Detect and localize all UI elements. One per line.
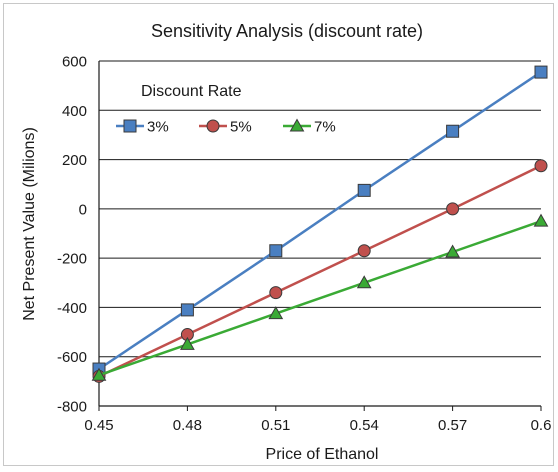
line-chart: Sensitivity Analysis (discount rate) -80… — [21, 21, 551, 463]
series-line-1 — [98, 71, 542, 371]
data-point-series-3 — [180, 336, 195, 350]
y-tick-label: -800 — [57, 399, 87, 416]
data-point-series-3 — [356, 275, 372, 289]
data-point-series-1 — [446, 124, 460, 138]
series-line-2 — [98, 164, 542, 378]
x-tick-label: 0.54 — [350, 417, 379, 434]
axes-layer: -800 -600 -400 -200 0 200 400 600 0.45 0.48 0.51 0.… — [57, 54, 551, 435]
grid-layer — [99, 60, 541, 358]
y-tick-label: 0 — [79, 201, 87, 218]
data-point-series-1 — [180, 303, 194, 317]
data-point-series-2 — [269, 286, 283, 300]
x-tick-label: 0.45 — [84, 417, 113, 434]
y-tick-label: 200 — [62, 152, 87, 169]
chart-title: Sensitivity Analysis (discount rate) — [151, 21, 423, 41]
data-point-series-1 — [269, 244, 283, 258]
y-tick-label: -200 — [57, 251, 87, 268]
y-tick-label: -400 — [57, 300, 87, 317]
legend-label: 5% — [230, 119, 252, 136]
data-point-series-3 — [91, 367, 107, 381]
legend-label: 3% — [147, 119, 169, 136]
y-axis-label: Net Present Value (Milions) — [21, 127, 38, 321]
x-tick-label: 0.51 — [261, 417, 290, 434]
x-tick-label: 0.57 — [438, 417, 467, 434]
legend-marker-3 — [289, 118, 305, 132]
legend-title: Discount Rate — [141, 83, 242, 100]
legend: Discount Rate 3% 5% 7% — [116, 83, 336, 136]
data-point-series-2 — [446, 202, 460, 216]
chart-frame: Sensitivity Analysis (discount rate) -80… — [3, 3, 554, 466]
data-point-series-2 — [357, 244, 371, 258]
legend-marker-1 — [123, 119, 137, 133]
data-point-series-3 — [445, 244, 460, 258]
legend-label: 7% — [314, 119, 336, 136]
series-line-3 — [98, 220, 542, 377]
x-tick-label: 0.6 — [531, 417, 552, 434]
series-layer — [91, 65, 549, 383]
data-point-series-2 — [534, 159, 548, 173]
y-tick-label: -600 — [57, 349, 87, 366]
data-point-series-3 — [533, 213, 549, 227]
x-tick-label: 0.48 — [173, 417, 202, 434]
data-point-series-3 — [268, 306, 284, 320]
y-tick-label: 400 — [62, 103, 87, 120]
y-tick-label: 600 — [62, 54, 87, 71]
data-point-series-1 — [357, 183, 371, 197]
x-axis-label: Price of Ethanol — [266, 446, 379, 463]
legend-marker-2 — [206, 119, 220, 133]
data-point-series-1 — [534, 65, 548, 79]
